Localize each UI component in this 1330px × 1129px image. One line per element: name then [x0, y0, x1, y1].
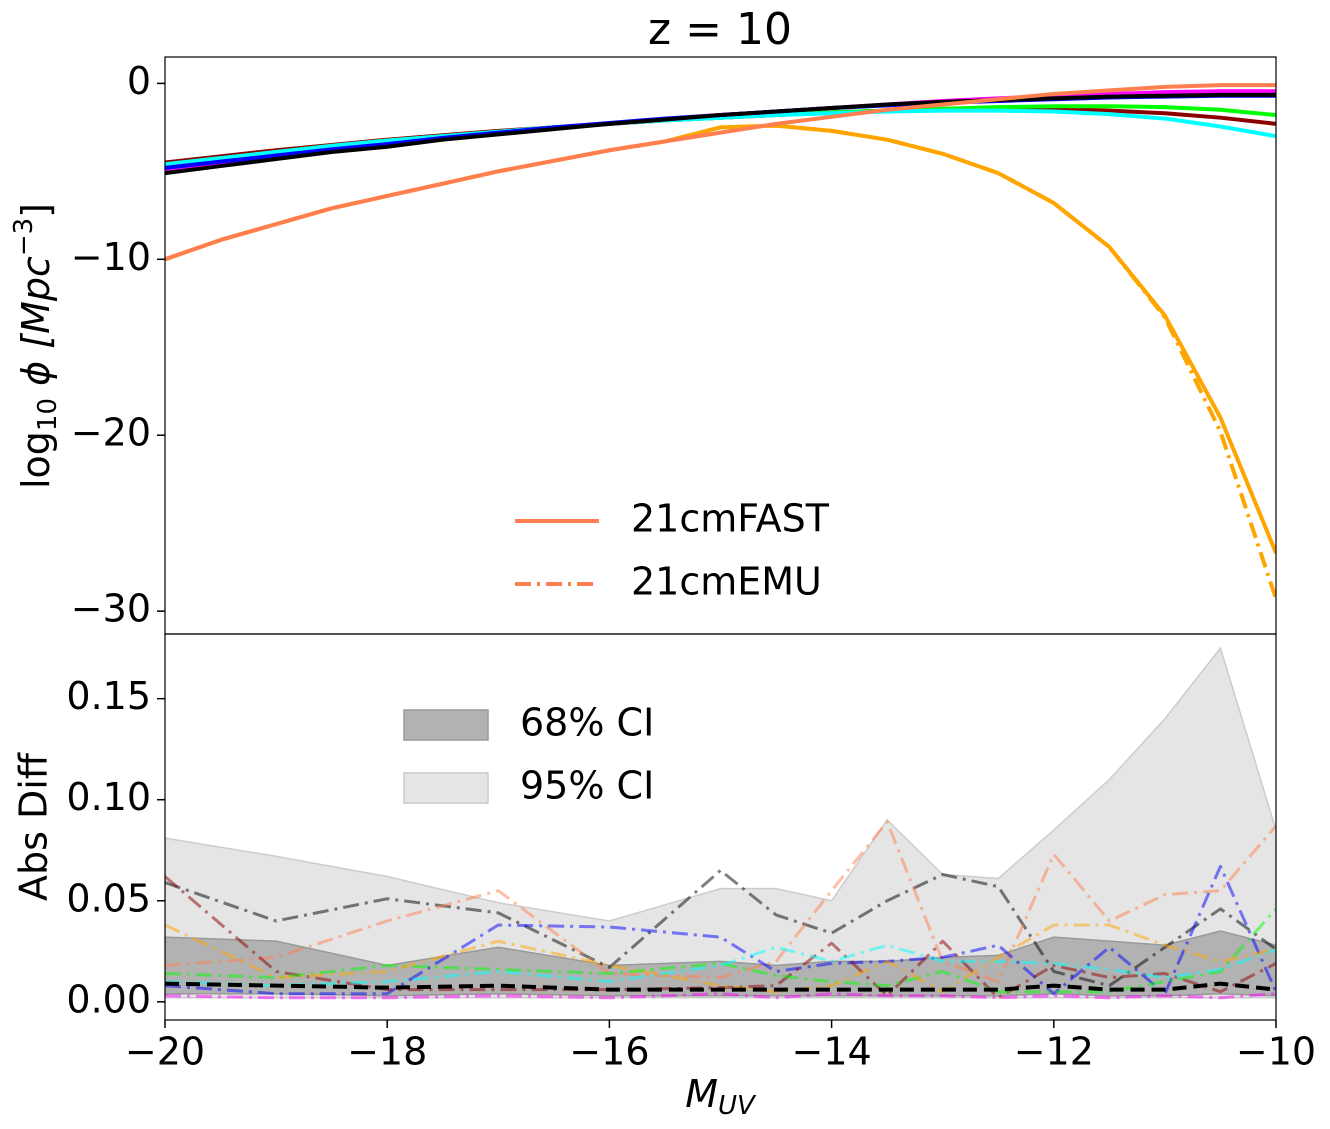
- median-line: [165, 981, 1276, 992]
- y-label-sup: −3: [9, 218, 39, 256]
- x-tick-label: −16: [569, 1030, 649, 1074]
- y-axis-label: log10 ϕ [Mpc−3]: [9, 203, 63, 489]
- plot-area: [165, 83, 1276, 600]
- series-line: [165, 864, 1276, 996]
- y-tick-label: −30: [71, 587, 151, 631]
- chart-title: z = 10: [648, 4, 792, 55]
- y-tick-label: 0.00: [66, 977, 151, 1021]
- series-line: [165, 992, 1276, 1000]
- series-line: [165, 875, 1276, 1000]
- y-label-part: ϕ [Mpc: [14, 256, 58, 398]
- series-line: [165, 123, 1276, 554]
- series-line: [165, 108, 1276, 167]
- x-label-sub: UV: [718, 1091, 757, 1121]
- legend-label: 68% CI: [520, 701, 654, 745]
- ci-band: [165, 930, 1276, 997]
- x-tick-label: −10: [1236, 1030, 1316, 1074]
- ci-band: [165, 646, 1276, 999]
- y-label-part: ]: [14, 203, 58, 218]
- legend-swatch: [403, 772, 489, 804]
- x-axis-label: MUV: [685, 1072, 757, 1121]
- series-line: [165, 83, 1276, 262]
- legend-label: 21cmFAST: [631, 497, 830, 541]
- series-line: [165, 943, 1276, 988]
- x-tick-label: −18: [347, 1030, 427, 1074]
- x-tick-label: −20: [125, 1030, 205, 1074]
- x-tick-label: −14: [791, 1030, 871, 1074]
- y-tick-label: −10: [71, 235, 151, 279]
- y-tick-label: 0.05: [66, 876, 151, 920]
- x-tick-label: −12: [1014, 1030, 1094, 1074]
- y-tick-label: −20: [71, 411, 151, 455]
- axes-frame: [164, 633, 1277, 1021]
- legend-swatch: [403, 709, 489, 741]
- legend-label: 95% CI: [520, 764, 654, 808]
- x-label-part: M: [685, 1072, 718, 1116]
- legend-label: 21cmEMU: [631, 560, 822, 604]
- plot-area: [165, 646, 1276, 1000]
- y-tick-label: 0.10: [66, 775, 151, 819]
- series-line: [165, 92, 1276, 176]
- series-line: [165, 923, 1276, 994]
- y-tick-label: 0.15: [66, 674, 151, 718]
- y-label-part: log: [14, 431, 58, 489]
- y-tick-label: 0: [127, 59, 151, 103]
- series-line: [165, 907, 1276, 994]
- series-line: [165, 820, 1276, 984]
- y-label-sub: 10: [33, 398, 63, 431]
- y-axis-label: Abs Diff: [12, 752, 56, 901]
- series-line: [165, 89, 1276, 172]
